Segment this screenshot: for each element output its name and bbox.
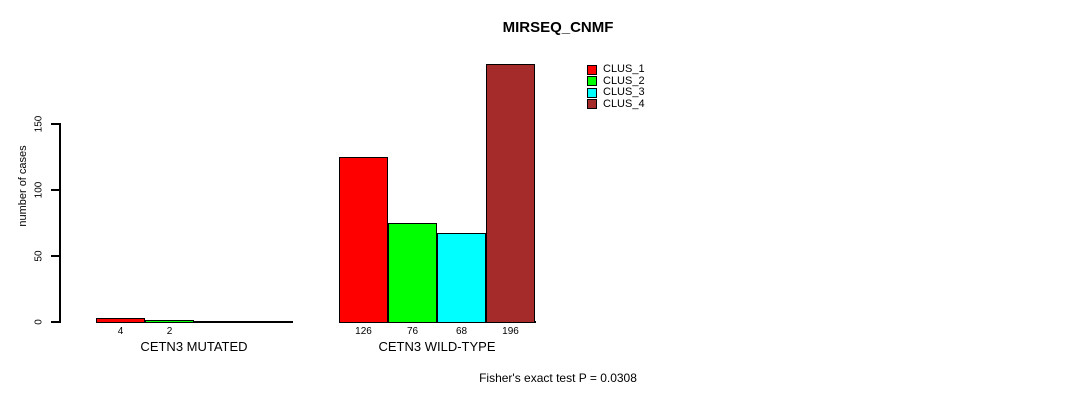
group-label: CETN3 WILD-TYPE	[378, 339, 496, 354]
y-axis-tick	[51, 255, 59, 257]
legend-item: CLUS_4	[587, 97, 645, 111]
x-axis-baseline	[96, 321, 293, 323]
y-tick-label: 0	[33, 319, 45, 325]
legend-label: CLUS_3	[603, 86, 645, 99]
bar-clus_3	[437, 233, 486, 323]
bar-value-label: 196	[502, 326, 519, 337]
bar-clus_1	[96, 318, 145, 323]
bar-clus_2	[145, 320, 194, 323]
y-axis-line	[59, 123, 61, 323]
legend-item: CLUS_2	[587, 74, 645, 88]
bar-value-label: 68	[455, 326, 468, 337]
bar-value-label: 4	[117, 326, 124, 337]
y-axis-tick	[51, 189, 59, 191]
legend-label: CLUS_4	[603, 97, 645, 110]
legend-label: CLUS_1	[603, 63, 645, 76]
group-label: CETN3 MUTATED	[140, 339, 248, 354]
bar-value-label: 2	[166, 326, 173, 337]
bar-value-label: 76	[406, 326, 419, 337]
y-tick-label: 150	[33, 115, 45, 133]
legend-swatch	[587, 76, 597, 87]
legend-swatch	[587, 64, 597, 75]
chart-title: MIRSEQ_CNMF	[502, 19, 614, 36]
y-tick-label: 100	[33, 181, 45, 199]
y-axis-title: number of cases	[17, 145, 29, 227]
bar-clus_2	[388, 223, 437, 323]
y-tick-label: 50	[33, 250, 45, 262]
y-axis-tick	[51, 123, 59, 125]
annotation-text: Fisher's exact test P = 0.0308	[479, 371, 637, 385]
legend-item: CLUS_1	[587, 64, 645, 76]
y-axis-tick	[51, 321, 59, 323]
bar-clus_1	[339, 157, 388, 323]
legend-swatch	[587, 99, 597, 110]
legend-item: CLUS_3	[587, 87, 645, 99]
legend: CLUS_1 CLUS_2 CLUS_3 CLUS_4	[587, 64, 645, 110]
bar-value-label: 126	[355, 326, 372, 337]
legend-label: CLUS_2	[603, 74, 645, 87]
legend-swatch	[587, 87, 597, 98]
bar-clus_4	[486, 64, 535, 323]
